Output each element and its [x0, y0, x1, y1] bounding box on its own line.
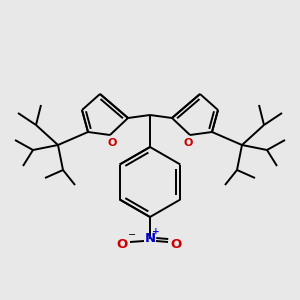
Text: −: −: [128, 230, 136, 240]
Text: O: O: [170, 238, 182, 250]
Text: +: +: [152, 227, 160, 236]
Text: N: N: [144, 232, 156, 245]
Text: O: O: [116, 238, 128, 250]
Text: O: O: [107, 138, 117, 148]
Text: O: O: [183, 138, 193, 148]
